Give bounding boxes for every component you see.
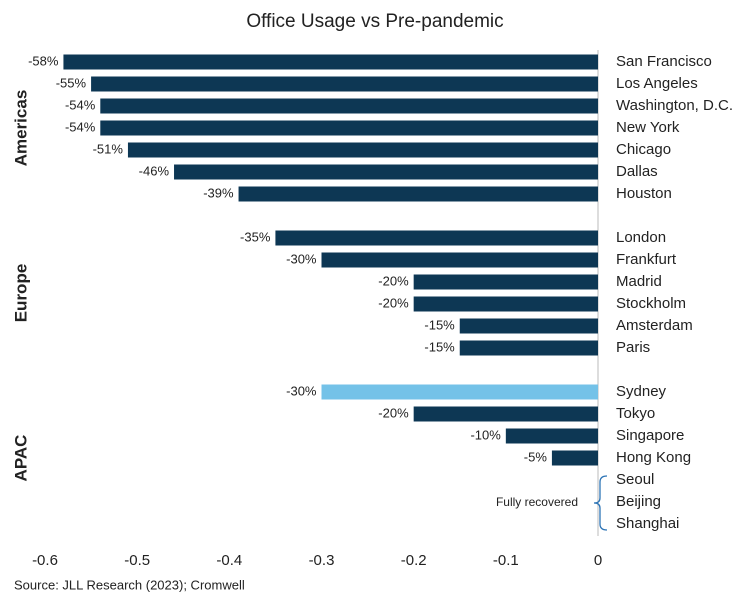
- value-label: -51%: [93, 141, 124, 156]
- bar: [238, 186, 599, 202]
- source: Source: JLL Research (2023); Cromwell: [14, 577, 245, 592]
- group-label: Europe: [11, 264, 30, 323]
- bar: [91, 76, 598, 92]
- category-label: Los Angeles: [616, 75, 698, 92]
- category-label: Hong Kong: [616, 449, 691, 466]
- bar: [127, 142, 598, 158]
- value-label: -15%: [424, 317, 455, 332]
- x-tick-label: -0.6: [32, 552, 58, 569]
- category-label: Beijing: [616, 493, 661, 510]
- value-label: -35%: [240, 229, 271, 244]
- category-label: Madrid: [616, 273, 662, 290]
- bar: [505, 428, 598, 444]
- group-label: Americas: [11, 90, 30, 167]
- x-tick-label: -0.2: [401, 552, 427, 569]
- value-label: -58%: [28, 53, 59, 68]
- category-label: Houston: [616, 185, 672, 202]
- category-label: Paris: [616, 339, 650, 356]
- category-label: Seoul: [616, 471, 654, 488]
- x-tick-label: -0.1: [493, 552, 519, 569]
- value-label: -55%: [56, 75, 87, 90]
- x-tick-label: -0.4: [216, 552, 242, 569]
- category-label: Shanghai: [616, 515, 679, 532]
- value-label: -46%: [139, 163, 170, 178]
- value-label: -10%: [470, 427, 501, 442]
- bar: [174, 164, 599, 180]
- category-label: Sydney: [616, 383, 667, 400]
- x-tick-label: -0.5: [124, 552, 150, 569]
- bar: [100, 120, 599, 136]
- x-tick-label: 0: [594, 552, 602, 569]
- group-label: APAC: [11, 435, 30, 482]
- bar: [275, 230, 598, 246]
- category-label: San Francisco: [616, 53, 712, 70]
- category-label: Singapore: [616, 427, 684, 444]
- value-label: -5%: [524, 449, 548, 464]
- category-label: Stockholm: [616, 295, 686, 312]
- value-label: -15%: [424, 339, 455, 354]
- category-label: Chicago: [616, 141, 671, 158]
- bar: [413, 406, 598, 422]
- brace: [593, 475, 608, 531]
- category-label: Amsterdam: [616, 317, 693, 334]
- bar: [413, 274, 598, 290]
- category-label: New York: [616, 119, 680, 136]
- category-label: London: [616, 229, 666, 246]
- bar: [413, 296, 598, 312]
- value-label: -39%: [203, 185, 234, 200]
- bar: [551, 450, 598, 466]
- bar: [321, 384, 598, 400]
- value-label: -20%: [378, 295, 409, 310]
- category-label: Frankfurt: [616, 251, 677, 268]
- annotation: Fully recovered: [496, 495, 578, 509]
- bar: [459, 340, 598, 356]
- chart-title: Office Usage vs Pre-pandemic: [246, 11, 503, 32]
- category-label: Washington, D.C.: [616, 97, 733, 114]
- bar: [459, 318, 598, 334]
- value-label: -54%: [65, 119, 96, 134]
- category-label: Tokyo: [616, 405, 655, 422]
- bar: [321, 252, 598, 268]
- bar: [100, 98, 599, 114]
- category-label: Dallas: [616, 163, 658, 180]
- value-label: -20%: [378, 405, 409, 420]
- value-label: -30%: [286, 251, 317, 266]
- bar: [63, 54, 598, 70]
- value-label: -20%: [378, 273, 409, 288]
- value-label: -30%: [286, 383, 317, 398]
- x-tick-label: -0.3: [309, 552, 335, 569]
- value-label: -54%: [65, 97, 96, 112]
